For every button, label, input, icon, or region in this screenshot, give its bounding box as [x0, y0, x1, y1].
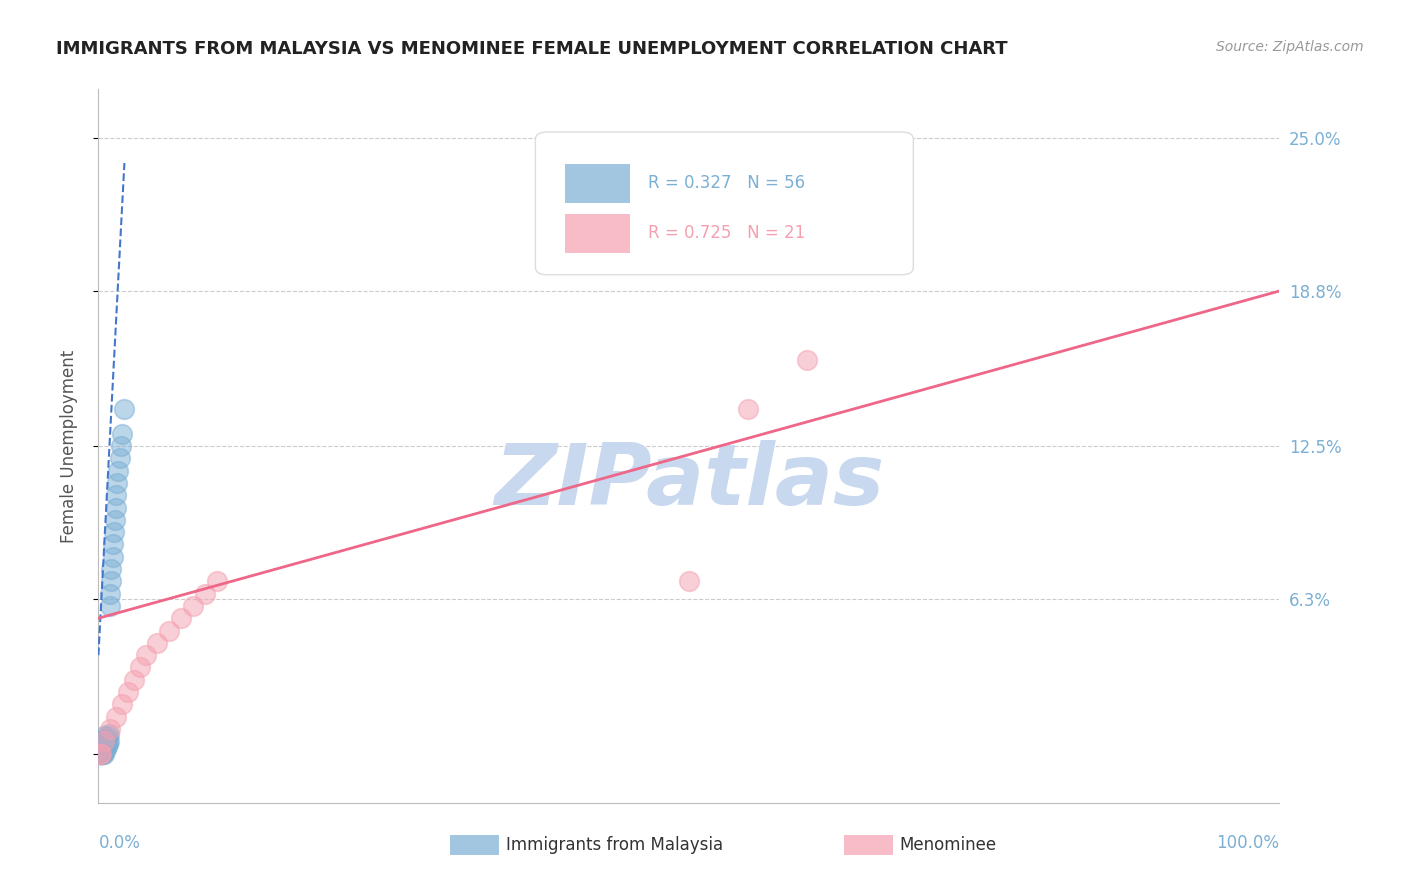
Point	[91, 747, 114, 761]
Point	[111, 426, 134, 441]
Point	[105, 488, 128, 502]
Point	[96, 731, 118, 746]
Point	[194, 587, 217, 601]
Point	[98, 587, 121, 601]
Point	[117, 685, 139, 699]
Point	[101, 549, 124, 564]
Point	[98, 727, 121, 741]
Point	[91, 734, 114, 748]
FancyBboxPatch shape	[536, 132, 914, 275]
Point	[796, 352, 818, 367]
Text: R = 0.725   N = 21: R = 0.725 N = 21	[648, 225, 804, 243]
Text: 0.0%: 0.0%	[98, 834, 141, 852]
Point	[91, 744, 114, 758]
Point	[94, 731, 117, 746]
Point	[91, 737, 114, 751]
Point	[96, 739, 118, 754]
Point	[93, 730, 115, 744]
Point	[855, 230, 877, 244]
Point	[90, 747, 112, 761]
Point	[678, 574, 700, 589]
Point	[91, 737, 114, 751]
Point	[157, 624, 180, 638]
Point	[93, 734, 115, 748]
Point	[890, 205, 912, 219]
Point	[107, 464, 129, 478]
Point	[91, 747, 114, 761]
Point	[97, 737, 120, 751]
Text: 100.0%: 100.0%	[1216, 834, 1279, 852]
Bar	[565, 164, 630, 203]
Point	[205, 574, 228, 589]
Text: Immigrants from Malaysia: Immigrants from Malaysia	[506, 836, 723, 854]
Text: R = 0.327   N = 56: R = 0.327 N = 56	[648, 175, 804, 193]
Y-axis label: Female Unemployment: Female Unemployment	[59, 350, 77, 542]
Point	[93, 747, 115, 761]
Point	[91, 739, 114, 754]
Point	[91, 741, 114, 756]
Point	[97, 730, 120, 744]
Point	[105, 709, 128, 723]
Point	[135, 648, 157, 662]
Point	[105, 475, 128, 490]
Point	[122, 673, 145, 687]
Point	[100, 574, 122, 589]
Point	[101, 537, 124, 551]
Point	[98, 734, 121, 748]
Point	[89, 747, 111, 761]
Point	[737, 402, 759, 417]
Point	[89, 747, 111, 761]
Point	[103, 525, 125, 540]
Point	[146, 636, 169, 650]
Point	[93, 744, 115, 758]
Point	[90, 741, 112, 756]
Point	[100, 562, 122, 576]
Point	[91, 741, 114, 756]
Point	[108, 451, 131, 466]
Point	[90, 747, 112, 761]
Point	[91, 734, 114, 748]
Point	[91, 739, 114, 754]
Point	[91, 741, 114, 756]
Point	[90, 747, 112, 761]
Point	[94, 741, 117, 756]
Point	[98, 599, 121, 613]
Point	[128, 660, 150, 674]
Point	[98, 722, 121, 736]
Point	[93, 741, 115, 756]
Point	[90, 747, 112, 761]
Point	[89, 747, 111, 761]
Point	[90, 744, 112, 758]
Text: Source: ZipAtlas.com: Source: ZipAtlas.com	[1216, 40, 1364, 54]
Text: ZIPatlas: ZIPatlas	[494, 440, 884, 524]
Point	[105, 500, 128, 515]
Text: Menominee: Menominee	[900, 836, 997, 854]
Point	[90, 747, 112, 761]
Point	[170, 611, 193, 625]
Point	[112, 402, 135, 417]
Text: IMMIGRANTS FROM MALAYSIA VS MENOMINEE FEMALE UNEMPLOYMENT CORRELATION CHART: IMMIGRANTS FROM MALAYSIA VS MENOMINEE FE…	[56, 40, 1008, 58]
Point	[90, 744, 112, 758]
Point	[89, 744, 111, 758]
Point	[181, 599, 204, 613]
Point	[110, 439, 132, 453]
Point	[89, 747, 111, 761]
Point	[93, 734, 115, 748]
Bar	[565, 214, 630, 253]
Point	[104, 513, 127, 527]
Point	[91, 747, 114, 761]
Point	[91, 744, 114, 758]
Point	[91, 744, 114, 758]
Point	[111, 698, 134, 712]
Point	[94, 737, 117, 751]
